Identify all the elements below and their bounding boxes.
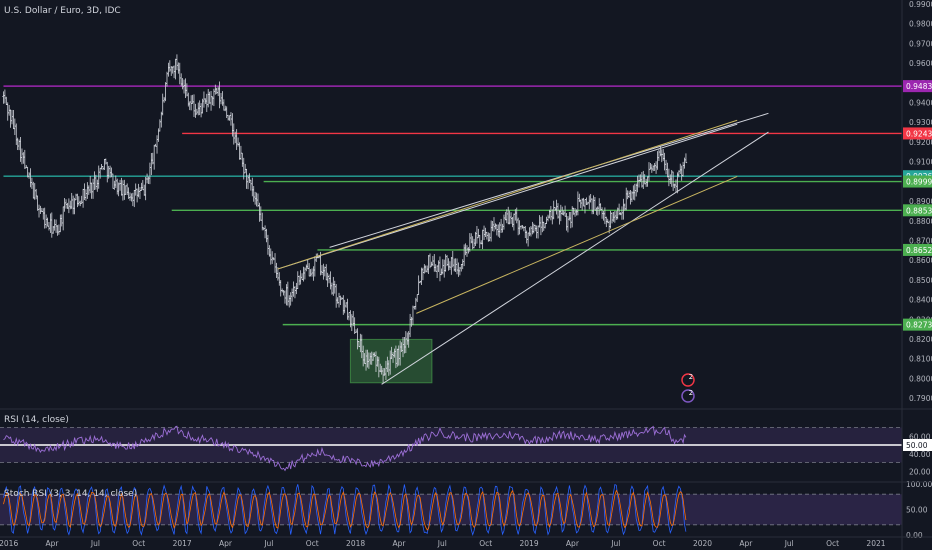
rsi-tick-label: 60.00 [909,432,931,441]
level-badge[interactable] [903,243,932,256]
level-badge[interactable] [903,318,932,331]
level-badge-label: 0.8273 [906,321,932,330]
main-price-pane[interactable]: 22 [2,54,902,403]
time-tick-label: Oct [653,539,666,548]
stoch-k-line [3,483,687,537]
level-badge[interactable] [903,80,932,93]
level-badge[interactable] [903,204,932,217]
rsi-line [3,425,687,472]
stoch-d-line [3,489,687,531]
level-badge-label: 0.9243 [906,129,932,138]
time-tick-label: 2017 [173,539,192,548]
time-tick-label: 2018 [346,539,365,548]
time-tick-label: Oct [826,539,839,548]
time-tick-label: 2020 [693,539,712,548]
trend-line[interactable] [277,119,738,270]
time-tick-label: Apr [739,539,753,548]
rsi-tick-label: 20.00 [909,467,931,476]
event-marker[interactable] [681,373,695,387]
time-tick-label: Jul [784,539,794,548]
stoch-tick-label: 50.00 [906,506,928,515]
rsi-pane[interactable] [0,425,902,472]
rsi-value-badge [903,439,932,451]
time-tick-label: Oct [306,539,319,548]
time-tick-label: Jul [90,539,100,548]
level-badge-label: 0.9483 [906,82,932,91]
rsi-value-label: 50.00 [906,441,928,450]
time-tick-label: Apr [392,539,406,548]
stoch-rsi-pane[interactable] [0,483,902,537]
time-tick-label: 2016 [0,539,18,548]
event-marker-label: 2 [689,389,693,397]
level-badge-label: 0.8853 [906,206,932,215]
trend-line[interactable] [277,123,738,270]
time-tick-label: Apr [219,539,233,548]
time-tick-label: Apr [566,539,580,548]
price-axis[interactable]: 0.99000.98000.97000.96000.95000.94000.93… [903,0,932,540]
time-tick-label: Jul [610,539,620,548]
event-marker[interactable] [681,389,695,403]
stoch-rsi-title: Stoch RSI (3, 3, 14, 14, close) [4,489,137,499]
time-tick-label: 2019 [520,539,539,548]
chart-title: U.S. Dollar / Euro, 3D, IDC [4,6,121,16]
level-badge-label: 0.8652 [906,246,932,255]
level-badge[interactable] [903,127,932,140]
trend-line[interactable] [416,175,738,314]
time-tick-label: Jul [263,539,273,548]
stoch-tick-label: 100.00 [906,480,932,489]
time-tick-label: Oct [132,539,145,548]
level-badge-label: 0.8999 [906,178,932,187]
time-tick-label: Oct [479,539,492,548]
trend-line[interactable] [329,112,769,248]
time-tick-label: Jul [437,539,447,548]
rsi-title: RSI (14, close) [4,415,69,425]
event-marker-label: 2 [689,373,693,381]
rsi-tick-label: 40.00 [909,450,931,459]
time-axis[interactable]: 2016 Apr Jul Oct 2017 Apr Jul Oct 2018 Apr Jul Oct 2… [0,539,886,548]
level-badge[interactable] [903,175,932,188]
stoch-tick-label: 0.00 [906,531,923,540]
support-zone-box[interactable] [349,338,433,384]
stoch-band [0,494,902,525]
time-tick-label: Apr [46,539,60,548]
trend-line[interactable] [381,131,769,385]
time-tick-label: 2021 [866,539,885,548]
